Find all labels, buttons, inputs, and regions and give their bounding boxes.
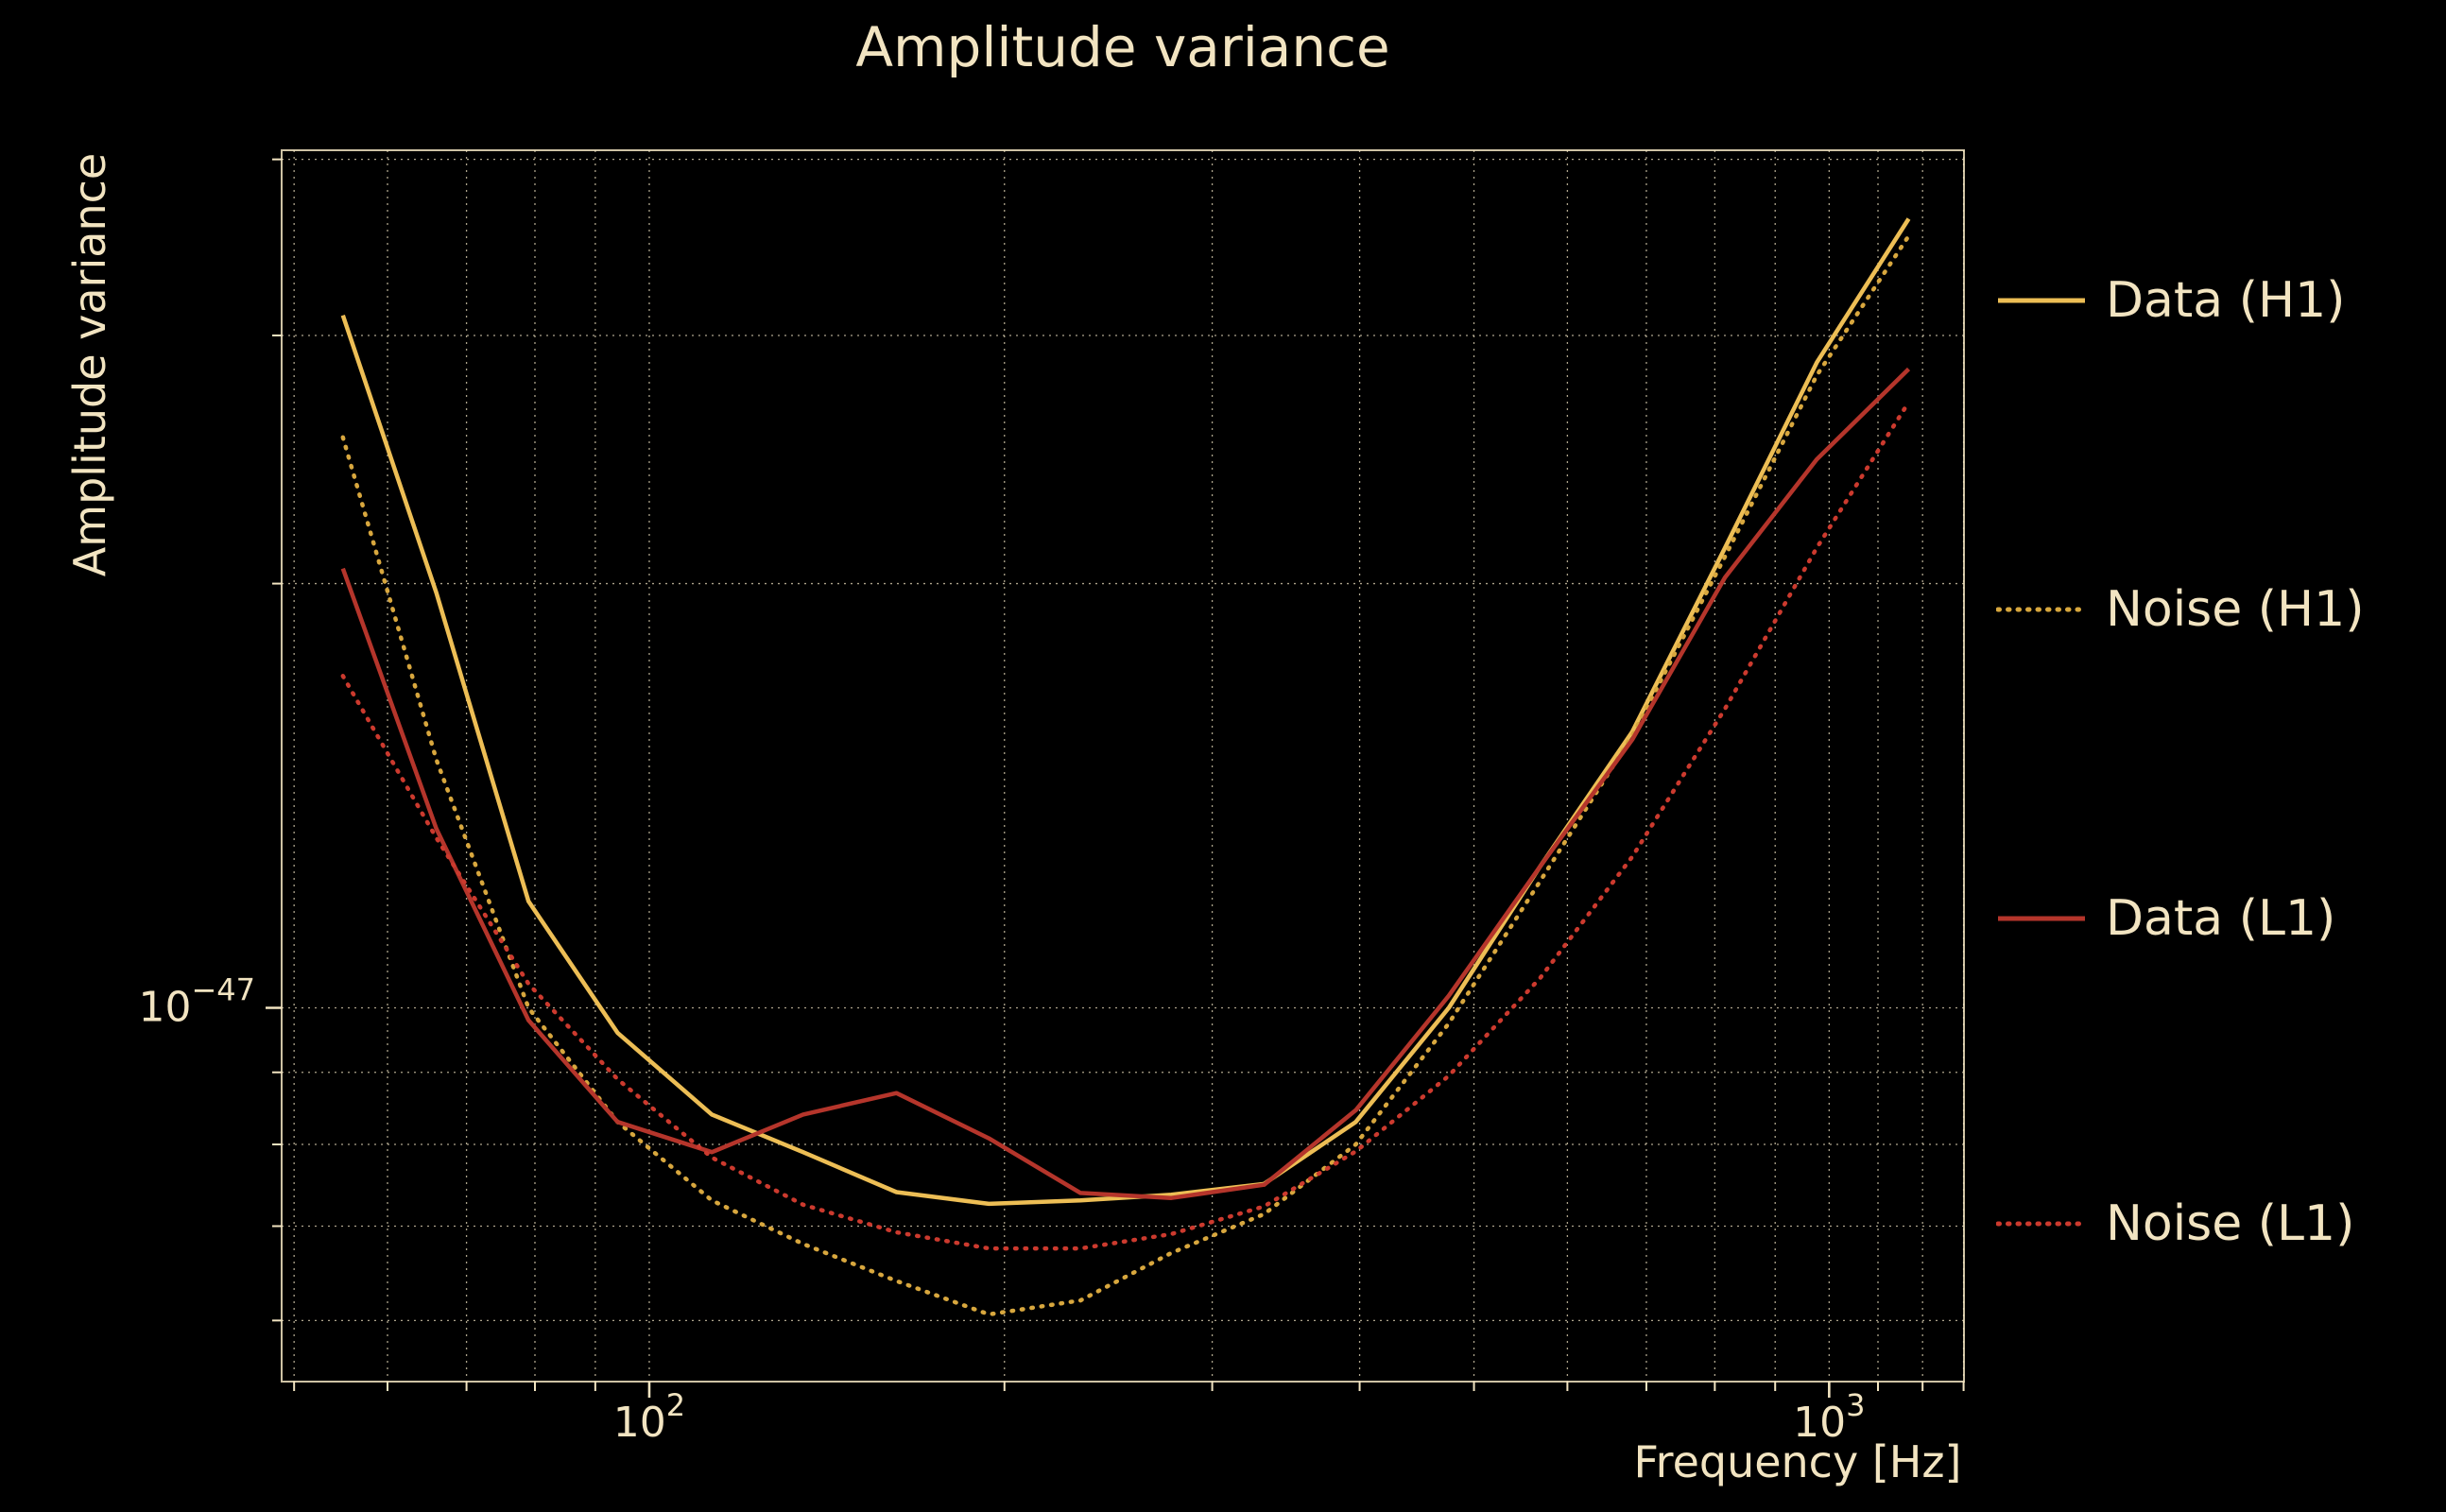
x-tick-label: 102 xyxy=(613,1387,685,1447)
y-tick-label: 10−47 xyxy=(138,972,255,1032)
chart-title: Amplitude variance xyxy=(855,15,1390,79)
series-line-data-l1 xyxy=(340,367,1911,1200)
series-line-data-h1 xyxy=(340,217,1911,1207)
series-line-noise-l1 xyxy=(340,400,1911,1251)
x-axis-label: Frequency [Hz] xyxy=(1633,1436,1962,1487)
tick-marks xyxy=(266,158,1965,1398)
series-line-noise-h1 xyxy=(340,233,1911,1317)
x-tick-label: 103 xyxy=(1793,1387,1865,1447)
plot-border xyxy=(281,149,1965,1383)
gridlines xyxy=(282,150,1965,1382)
tick-labels: 102 103 10−47 xyxy=(138,972,1865,1447)
